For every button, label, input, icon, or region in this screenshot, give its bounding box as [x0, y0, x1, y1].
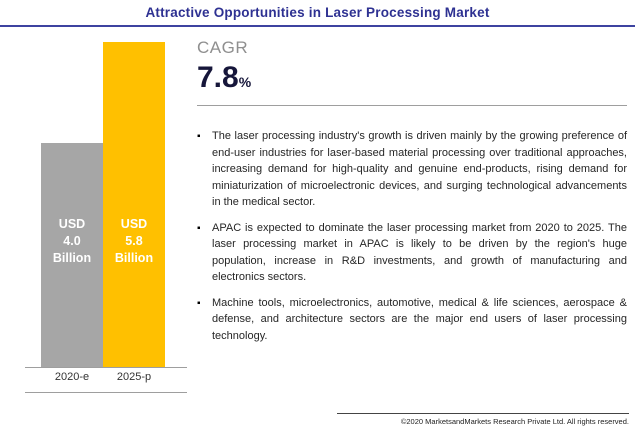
market-size-bar-chart: USD 4.0 Billion USD 5.8 Billion 2020-e 2…: [25, 40, 187, 393]
cagr-label: CAGR: [197, 38, 249, 57]
cagr-number: 7.8: [197, 61, 239, 94]
list-item: ▪ The laser processing industry's growth…: [197, 128, 627, 211]
bullet-square-icon: ▪: [197, 297, 201, 309]
x-axis-line: [25, 367, 187, 368]
bullet-text: Machine tools, microelectronics, automot…: [212, 296, 627, 342]
bullet-square-icon: ▪: [197, 131, 201, 142]
insight-bullet-list: ▪ The laser processing industry's growth…: [197, 128, 627, 344]
cagr-percent-sign: %: [238, 74, 252, 90]
title-divider: [0, 25, 635, 27]
bar-2020: USD 4.0 Billion: [41, 143, 103, 367]
x-axis-label-2025: 2025-p: [116, 371, 152, 383]
bullet-square-icon: ▪: [197, 222, 201, 234]
bar-value-label-2020: USD 4.0 Billion: [52, 217, 92, 266]
x-axis-labels: 2020-e 2025-p: [41, 371, 165, 383]
cagr-divider: [197, 105, 627, 106]
copyright-footer: ©2020 MarketsandMarkets Research Private…: [337, 413, 629, 426]
bullet-text: APAC is expected to dominate the laser p…: [212, 221, 627, 284]
cagr-value: 7.8%: [197, 61, 627, 95]
bar-value-label-2025: USD 5.8 Billion: [114, 217, 154, 266]
list-item: ▪ APAC is expected to dominate the laser…: [197, 220, 627, 286]
list-item: ▪ Machine tools, microelectronics, autom…: [197, 295, 627, 345]
copyright-text: ©2020 MarketsandMarkets Research Private…: [400, 417, 629, 426]
bar-2025: USD 5.8 Billion: [103, 42, 165, 367]
x-axis-label-2020: 2020-e: [54, 371, 90, 383]
x-axis-bottom-line: [25, 392, 187, 393]
insights-panel: CAGR 7.8% ▪ The laser processing industr…: [197, 38, 627, 353]
bullet-text: The laser processing industry's growth i…: [212, 130, 627, 208]
footer-divider: [337, 413, 629, 414]
page-title: Attractive Opportunities in Laser Proces…: [145, 5, 490, 20]
